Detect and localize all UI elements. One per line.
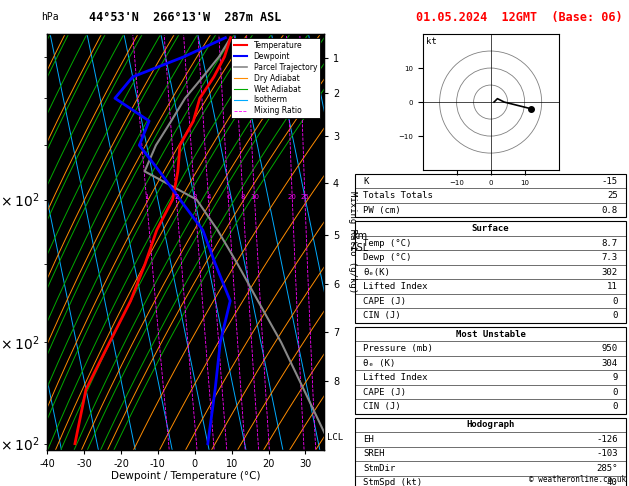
Text: 4: 4 (206, 193, 211, 200)
Text: 2: 2 (174, 193, 179, 200)
Text: K: K (364, 177, 369, 186)
Text: EH: EH (364, 435, 374, 444)
Text: 44°53'N  266°13'W  287m ASL: 44°53'N 266°13'W 287m ASL (89, 11, 282, 23)
Text: 10: 10 (250, 193, 259, 200)
Text: 0: 0 (613, 402, 618, 411)
Text: hPa: hPa (41, 12, 58, 22)
Text: StmSpd (kt): StmSpd (kt) (364, 478, 423, 486)
Text: θₑ(K): θₑ(K) (364, 268, 391, 277)
Text: 7.3: 7.3 (601, 253, 618, 262)
Text: Totals Totals: Totals Totals (364, 191, 433, 200)
Text: © weatheronline.co.uk: © weatheronline.co.uk (529, 474, 626, 484)
Text: -103: -103 (596, 450, 618, 458)
Text: 0: 0 (613, 311, 618, 320)
Text: Pressure (mb): Pressure (mb) (364, 344, 433, 353)
Text: 285°: 285° (596, 464, 618, 473)
Text: 8: 8 (241, 193, 245, 200)
Text: 01.05.2024  12GMT  (Base: 06): 01.05.2024 12GMT (Base: 06) (416, 11, 623, 23)
Text: 40: 40 (607, 478, 618, 486)
Text: CIN (J): CIN (J) (364, 402, 401, 411)
Text: Mixing Ratio (g/kg): Mixing Ratio (g/kg) (348, 191, 357, 293)
Text: CIN (J): CIN (J) (364, 311, 401, 320)
Text: CAPE (J): CAPE (J) (364, 296, 406, 306)
Text: Surface: Surface (472, 224, 509, 233)
Text: StmDir: StmDir (364, 464, 396, 473)
Text: 8.7: 8.7 (601, 239, 618, 248)
Text: PW (cm): PW (cm) (364, 206, 401, 215)
Text: Dewp (°C): Dewp (°C) (364, 253, 412, 262)
Text: 0: 0 (613, 387, 618, 397)
Text: θₑ (K): θₑ (K) (364, 359, 396, 367)
Text: 1: 1 (144, 193, 149, 200)
Y-axis label: km
ASL: km ASL (351, 231, 369, 253)
Text: 950: 950 (601, 344, 618, 353)
Text: -15: -15 (601, 177, 618, 186)
Legend: Temperature, Dewpoint, Parcel Trajectory, Dry Adiabat, Wet Adiabat, Isotherm, Mi: Temperature, Dewpoint, Parcel Trajectory… (231, 38, 320, 119)
X-axis label: Dewpoint / Temperature (°C): Dewpoint / Temperature (°C) (111, 471, 260, 481)
Text: 302: 302 (601, 268, 618, 277)
Text: 0: 0 (613, 296, 618, 306)
Text: 11: 11 (607, 282, 618, 291)
Text: Hodograph: Hodograph (467, 420, 515, 430)
Text: 25: 25 (301, 193, 309, 200)
Text: Lifted Index: Lifted Index (364, 373, 428, 382)
Text: 9: 9 (613, 373, 618, 382)
Text: 20: 20 (288, 193, 297, 200)
Text: -126: -126 (596, 435, 618, 444)
Text: LCL: LCL (326, 433, 343, 442)
Text: Most Unstable: Most Unstable (455, 330, 526, 339)
Text: 304: 304 (601, 359, 618, 367)
Text: kt: kt (426, 37, 437, 47)
Text: 0.8: 0.8 (601, 206, 618, 215)
Text: 25: 25 (607, 191, 618, 200)
Text: 3: 3 (192, 193, 197, 200)
Text: 6: 6 (226, 193, 231, 200)
Text: CAPE (J): CAPE (J) (364, 387, 406, 397)
Text: Temp (°C): Temp (°C) (364, 239, 412, 248)
Text: Lifted Index: Lifted Index (364, 282, 428, 291)
Text: SREH: SREH (364, 450, 385, 458)
